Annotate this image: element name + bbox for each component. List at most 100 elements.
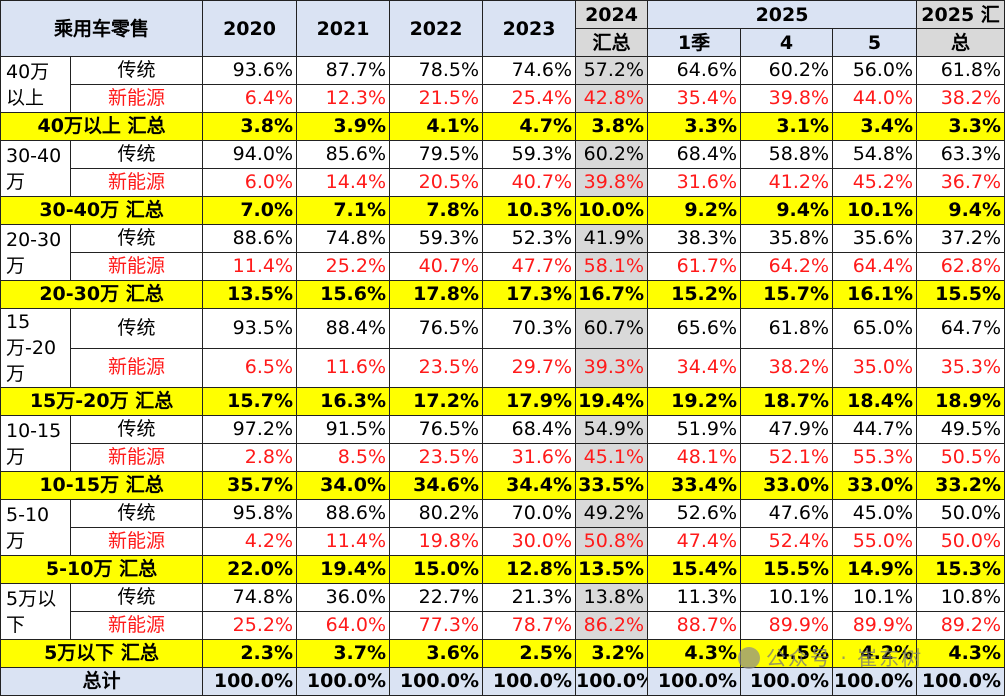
share-value-cell: 88.6%	[296, 499, 391, 528]
header-row-1: 乘用车零售 2020 2021 2022 2023 2024 2025 2025…	[0, 0, 1006, 57]
share-value-cell: 59.3%	[482, 140, 577, 169]
share-value-cell: 91.5%	[296, 415, 391, 444]
share-value-cell: 38.2%	[740, 347, 834, 388]
subtotal-label: 40万以上 汇总	[0, 112, 204, 141]
share-value-cell: 36.7%	[916, 168, 1006, 197]
share-value-cell: 44.0%	[832, 84, 918, 113]
total-row: 总计 100.0% 100.0% 100.0% 100.0% 100.0% 100.0% 10…	[0, 667, 1006, 696]
share-value-cell: 19.8%	[389, 527, 484, 556]
share-value-cell: 22.7%	[389, 583, 484, 612]
watermark: 公众号 · 崔东树	[738, 642, 923, 671]
share-value-cell: 14.4%	[296, 168, 391, 197]
share-value-cell: 11.4%	[202, 252, 298, 281]
year-2020-header: 2020	[202, 0, 298, 57]
subtotal-value-cell: 7.0%	[202, 196, 298, 225]
price-segment-label: 30-40万	[0, 140, 71, 197]
share-value-cell: 68.4%	[482, 415, 577, 444]
subtotal-row: 30-40万 汇总 7.0% 7.1% 7.8% 10.3% 10.0% 9.2% 9.4% 1…	[0, 196, 1006, 225]
subtotal-label: 10-15万 汇总	[0, 471, 204, 500]
share-value-cell: 48.1%	[647, 443, 742, 472]
share-value-cell: 20.5%	[389, 168, 484, 197]
subtotal-value-cell: 15.7%	[202, 387, 298, 416]
total-value-cell: 100.0%	[202, 667, 298, 696]
share-value-cell: 61.7%	[647, 252, 742, 281]
share-value-cell: 39.8%	[575, 168, 649, 197]
share-value-cell: 60.7%	[575, 308, 649, 349]
share-value-cell: 52.4%	[740, 527, 834, 556]
subtotal-row: 5万以下 汇总 2.3% 3.7% 3.6% 2.5% 3.2% 4.3% 4.5% 4.2% 4…	[0, 639, 1006, 668]
table-row: 20-30万 传统 88.6% 74.8% 59.3% 52.3% 41.9% 38.3% 35…	[0, 224, 1006, 281]
share-value-cell: 94.0%	[202, 140, 298, 169]
share-value-cell: 74.8%	[202, 583, 298, 612]
subtotal-value-cell: 33.0%	[832, 471, 918, 500]
share-value-cell: 40.7%	[482, 168, 577, 197]
subtotal-value-cell: 15.5%	[916, 280, 1006, 309]
share-value-cell: 68.4%	[647, 140, 742, 169]
share-value-cell: 88.6%	[202, 224, 298, 253]
share-value-cell: 25.2%	[296, 252, 391, 281]
table-row: 新能源 6.0% 14.4% 20.5% 40.7% 39.8% 31.6% 41.2% 45.…	[1, 168, 1006, 197]
subtotal-value-cell: 7.1%	[296, 196, 391, 225]
subtotal-value-cell: 33.2%	[916, 471, 1006, 500]
share-value-cell: 37.2%	[916, 224, 1006, 253]
share-value-cell: 74.8%	[296, 224, 391, 253]
year-2025-sum-header: 2025 汇	[916, 0, 1006, 29]
share-value-cell: 21.3%	[482, 583, 577, 612]
subtotal-value-cell: 15.0%	[389, 555, 484, 584]
share-value-cell: 85.6%	[296, 140, 391, 169]
subtotal-value-cell: 34.4%	[482, 471, 577, 500]
share-value-cell: 39.3%	[575, 347, 649, 388]
subtotal-value-cell: 4.7%	[482, 112, 577, 141]
price-segment-label: 5万以下	[0, 583, 71, 640]
q1-subheader: 1季	[647, 28, 742, 57]
table-row: 5-10万 传统 95.8% 88.6% 80.2% 70.0% 49.2% 52.6% 47.…	[0, 499, 1006, 556]
share-value-cell: 64.4%	[832, 252, 918, 281]
table-body: 40万以上 传统 93.6% 87.7% 78.5% 74.6% 57.2% 64.6% 60.…	[0, 56, 1006, 696]
share-value-cell: 23.5%	[389, 443, 484, 472]
powertrain-type-label: 新能源	[69, 168, 204, 197]
share-value-cell: 35.3%	[916, 347, 1006, 388]
subtotal-value-cell: 14.9%	[832, 555, 918, 584]
share-value-cell: 64.6%	[647, 56, 742, 85]
subtotal-value-cell: 3.3%	[916, 112, 1006, 141]
share-value-cell: 58.8%	[740, 140, 834, 169]
share-value-cell: 8.5%	[296, 443, 391, 472]
share-value-cell: 35.0%	[832, 347, 918, 388]
share-value-cell: 45.2%	[832, 168, 918, 197]
share-value-cell: 41.9%	[575, 224, 649, 253]
share-value-cell: 13.8%	[575, 583, 649, 612]
subtotal-label: 15万-20万 汇总	[0, 387, 204, 416]
share-value-cell: 77.3%	[389, 611, 484, 640]
subtotal-label: 20-30万 汇总	[0, 280, 204, 309]
total-value-cell: 100.0%	[482, 667, 577, 696]
subtotal-value-cell: 9.4%	[916, 196, 1006, 225]
table-row: 新能源 2.8% 8.5% 23.5% 31.6% 45.1% 48.1% 52.1% 55.3…	[1, 443, 1006, 472]
price-segment-label: 20-30万	[0, 224, 71, 281]
table-row: 新能源 11.4% 25.2% 40.7% 47.7% 58.1% 61.7% 64.2% 64…	[1, 252, 1006, 281]
table-row: 10-15万 传统 97.2% 91.5% 76.5% 68.4% 54.9% 51.9% 47…	[0, 415, 1006, 472]
share-value-cell: 65.0%	[832, 308, 918, 349]
share-value-cell: 25.2%	[202, 611, 298, 640]
share-value-cell: 38.2%	[916, 84, 1006, 113]
powertrain-type-label: 新能源	[69, 443, 204, 472]
subtotal-value-cell: 16.3%	[296, 387, 391, 416]
share-value-cell: 70.0%	[482, 499, 577, 528]
share-value-cell: 76.5%	[389, 308, 484, 349]
price-segment-label: 15万-20万	[0, 308, 71, 388]
subtotal-value-cell: 2.5%	[482, 639, 577, 668]
share-value-cell: 93.5%	[202, 308, 298, 349]
year-2024-header: 2024	[575, 0, 649, 29]
table-row: 15万-20万 传统 93.5% 88.4% 76.5% 70.3% 60.7% 65.6% 6…	[0, 308, 1006, 388]
share-value-cell: 86.2%	[575, 611, 649, 640]
share-value-cell: 6.5%	[202, 347, 298, 388]
total-value-cell: 100.0%	[916, 667, 1006, 696]
share-value-cell: 44.7%	[832, 415, 918, 444]
subtotal-value-cell: 10.3%	[482, 196, 577, 225]
powertrain-type-label: 新能源	[69, 527, 204, 556]
share-value-cell: 11.6%	[296, 347, 391, 388]
share-value-cell: 78.5%	[389, 56, 484, 85]
share-value-cell: 34.4%	[647, 347, 742, 388]
share-value-cell: 40.7%	[389, 252, 484, 281]
subtotal-value-cell: 15.6%	[296, 280, 391, 309]
share-value-cell: 64.7%	[916, 308, 1006, 349]
